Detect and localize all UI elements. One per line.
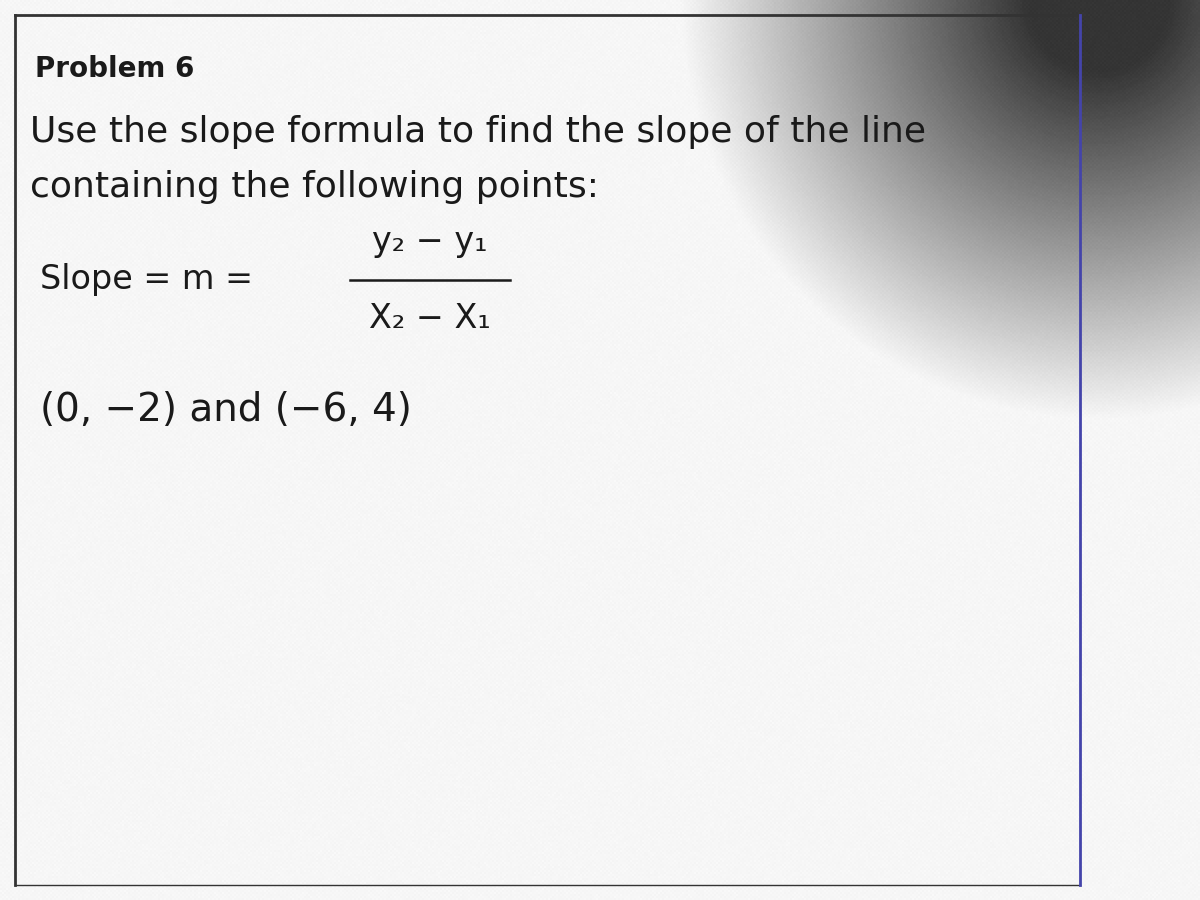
Text: y₂ − y₁: y₂ − y₁ — [372, 226, 487, 258]
Text: Slope = m =: Slope = m = — [40, 264, 264, 296]
Text: X₂ − X₁: X₂ − X₁ — [370, 302, 491, 335]
Text: Problem 6: Problem 6 — [35, 55, 194, 83]
Text: containing the following points:: containing the following points: — [30, 170, 599, 204]
Text: Use the slope formula to find the slope of the line: Use the slope formula to find the slope … — [30, 115, 926, 149]
Text: (0, −2) and (−6, 4): (0, −2) and (−6, 4) — [40, 391, 412, 429]
